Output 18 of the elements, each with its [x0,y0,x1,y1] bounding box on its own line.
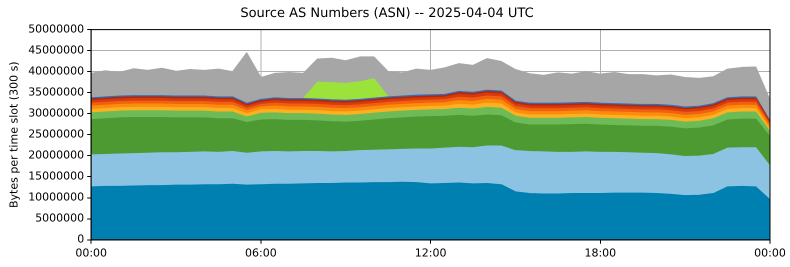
y-tick-label: 20000000 [28,148,84,162]
y-tick-label: 35000000 [28,86,84,99]
y-tick-label: 45000000 [28,43,84,56]
y-tick-label: 5000000 [35,212,84,225]
x-tick-label: 00:00 [75,246,108,260]
y-tick-label: 10000000 [28,190,84,204]
y-axis-title: Bytes per time slot (300 s) [7,61,20,208]
x-tick-label: 12:00 [414,246,446,260]
x-tick-label: 00:00 [754,246,786,260]
y-tick-label: 25000000 [28,128,84,141]
y-tick-label: 30000000 [28,106,84,120]
x-tick-label: 18:00 [584,246,616,260]
chart-title: Source AS Numbers (ASN) -- 2025-04-04 UTC [240,6,534,22]
y-tick-label: 15000000 [28,170,84,183]
y-tick-label: 40000000 [28,64,84,78]
y-tick-label: 50000000 [28,22,84,36]
x-tick-label: 06:00 [245,246,277,260]
y-tick-label: 0 [77,232,84,246]
